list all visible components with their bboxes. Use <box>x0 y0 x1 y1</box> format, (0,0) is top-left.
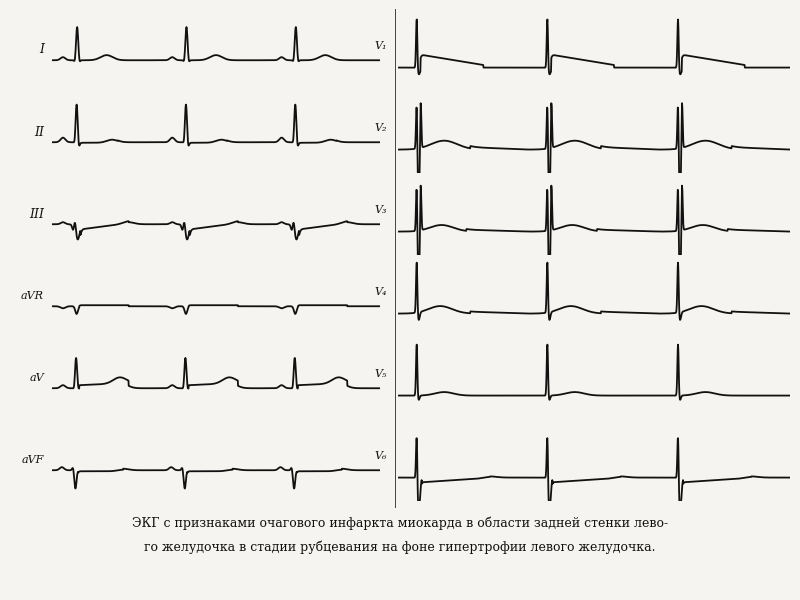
Text: V₂: V₂ <box>374 123 386 133</box>
Text: ЭКГ с признаками очагового инфаркта миокарда в области задней стенки лево-: ЭКГ с признаками очагового инфаркта миок… <box>132 516 668 529</box>
Text: V₁: V₁ <box>374 41 386 51</box>
Text: II: II <box>34 125 44 139</box>
Text: го желудочка в стадии рубцевания на фоне гипертрофии левого желудочка.: го желудочка в стадии рубцевания на фоне… <box>144 540 656 553</box>
Text: V₃: V₃ <box>374 205 386 215</box>
Text: V₆: V₆ <box>374 451 386 461</box>
Text: aVR: aVR <box>21 291 44 301</box>
Text: III: III <box>29 208 44 220</box>
Text: I: I <box>38 43 44 56</box>
Text: aVF: aVF <box>22 455 44 465</box>
Text: V₄: V₄ <box>374 287 386 297</box>
Text: aV: aV <box>29 373 44 383</box>
Text: V₅: V₅ <box>374 369 386 379</box>
